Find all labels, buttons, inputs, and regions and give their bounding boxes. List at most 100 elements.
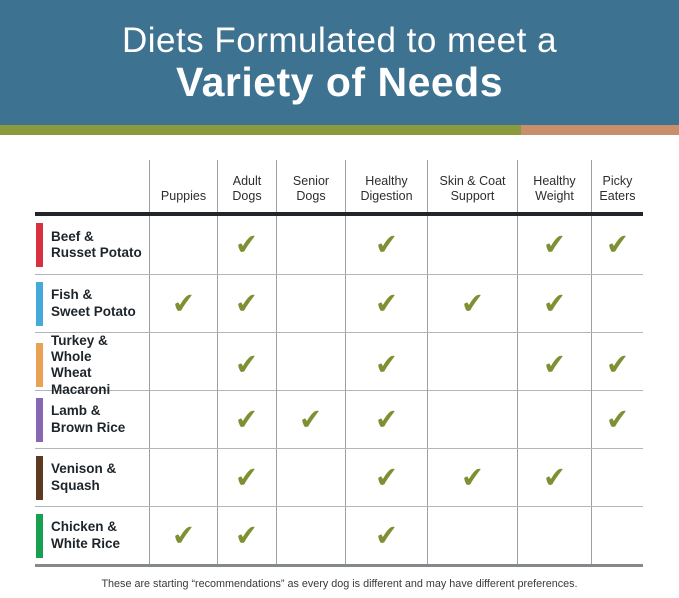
row-label: Turkey & Whole Wheat Macaroni (51, 333, 111, 397)
accent-stripe-olive (0, 125, 521, 135)
check-icon: ✔ (234, 286, 260, 320)
row-color-bar (36, 281, 43, 326)
check-icon: ✔ (234, 460, 260, 494)
check-icon: ✔ (373, 228, 400, 261)
table-cell-adult-dogs: ✔ (217, 333, 276, 398)
check-icon: ✔ (541, 286, 568, 320)
row-color-bar (36, 343, 43, 388)
table-cell-puppies: ✔ (149, 507, 217, 564)
row-label: Lamb & Brown Rice (51, 403, 126, 435)
row-color-bar (36, 513, 43, 558)
table-cell-healthy-weight: ✔ (517, 275, 591, 332)
row-label: Venison & Squash (51, 461, 117, 493)
table-cell-skin-coat-support (427, 216, 517, 274)
check-icon: ✔ (541, 348, 568, 382)
check-icon: ✔ (234, 518, 260, 552)
column-header-skin-coat-support: Skin & Coat Support (427, 160, 517, 212)
bottom-rule (35, 564, 643, 567)
footnote: These are starting “recommendations” as … (101, 578, 578, 590)
check-icon: ✔ (170, 518, 197, 552)
check-icon: ✔ (234, 228, 260, 261)
check-icon: ✔ (373, 460, 400, 494)
table-cell-senior-dogs (276, 507, 345, 564)
table-cell-healthy-weight: ✔ (517, 333, 591, 398)
table-cell-senior-dogs (276, 216, 345, 274)
check-icon: ✔ (541, 228, 568, 261)
table-cell-puppies (149, 391, 217, 448)
table-cell-adult-dogs: ✔ (217, 507, 276, 564)
check-icon: ✔ (541, 460, 568, 494)
row-label-cell: Turkey & Whole Wheat Macaroni (35, 333, 149, 398)
row-label-cell: Venison & Squash (35, 449, 149, 506)
table-cell-skin-coat-support (427, 391, 517, 448)
table-cell-healthy-weight (517, 391, 591, 448)
column-header-puppies: Puppies (149, 160, 217, 212)
table-row-venison-squash: Venison & Squash ✔ ✔ ✔ ✔ (35, 448, 643, 506)
title-banner: Diets Formulated to meet a Variety of Ne… (0, 0, 679, 125)
table-cell-senior-dogs (276, 275, 345, 332)
check-icon: ✔ (373, 518, 400, 552)
table-cell-skin-coat-support (427, 333, 517, 398)
check-icon: ✔ (604, 228, 631, 261)
table-cell-healthy-digestion: ✔ (345, 275, 427, 332)
table-cell-picky-eaters (591, 275, 643, 332)
row-label: Fish & Sweet Potato (51, 287, 136, 319)
table-cell-adult-dogs: ✔ (217, 275, 276, 332)
check-icon: ✔ (459, 460, 486, 494)
table-cell-skin-coat-support: ✔ (427, 275, 517, 332)
header-rule (35, 212, 643, 216)
table-cell-healthy-weight: ✔ (517, 449, 591, 506)
check-icon: ✔ (459, 286, 486, 320)
table-cell-picky-eaters: ✔ (591, 216, 643, 274)
table-cell-healthy-weight (517, 507, 591, 564)
table-cell-healthy-digestion: ✔ (345, 507, 427, 564)
row-label: Beef & Russet Potato (51, 228, 142, 260)
table-cell-adult-dogs: ✔ (217, 449, 276, 506)
table-cell-picky-eaters (591, 507, 643, 564)
table-cell-puppies: ✔ (149, 275, 217, 332)
check-icon: ✔ (234, 402, 260, 436)
table-cell-picky-eaters: ✔ (591, 333, 643, 398)
column-header-adult-dogs: Adult Dogs (217, 160, 276, 212)
table-header-row: Puppies Adult Dogs Senior Dogs Healthy Dige… (35, 160, 643, 212)
row-label-cell: Fish & Sweet Potato (35, 275, 149, 332)
table-cell-healthy-digestion: ✔ (345, 333, 427, 398)
table-cell-senior-dogs (276, 333, 345, 398)
table-cell-senior-dogs (276, 449, 345, 506)
check-icon: ✔ (170, 286, 197, 320)
table-cell-picky-eaters: ✔ (591, 391, 643, 448)
column-header-senior-dogs: Senior Dogs (276, 160, 345, 212)
table-row-beef-russet-potato: Beef & Russet Potato ✔ ✔ ✔ ✔ (35, 216, 643, 274)
check-icon: ✔ (604, 348, 631, 382)
table-row-fish-sweet-potato: Fish & Sweet Potato ✔ ✔ ✔ ✔ ✔ (35, 274, 643, 332)
table-cell-puppies (149, 449, 217, 506)
diet-needs-table: Puppies Adult Dogs Senior Dogs Healthy Dige… (35, 160, 643, 567)
table-cell-healthy-weight: ✔ (517, 216, 591, 274)
accent-stripe (0, 125, 679, 135)
table-cell-picky-eaters (591, 449, 643, 506)
row-color-bar (36, 455, 43, 500)
check-icon: ✔ (373, 286, 400, 320)
table-cell-adult-dogs: ✔ (217, 391, 276, 448)
check-icon: ✔ (298, 402, 324, 436)
table-cell-skin-coat-support: ✔ (427, 449, 517, 506)
row-label-cell: Beef & Russet Potato (35, 216, 149, 274)
row-label: Chicken & White Rice (51, 519, 121, 551)
table-row-chicken-white-rice: Chicken & White Rice ✔ ✔ ✔ (35, 506, 643, 564)
row-color-bar (36, 223, 43, 267)
corner-cell (35, 160, 149, 212)
table-cell-skin-coat-support (427, 507, 517, 564)
column-header-healthy-weight: Healthy Weight (517, 160, 591, 212)
table-cell-healthy-digestion: ✔ (345, 449, 427, 506)
check-icon: ✔ (373, 402, 400, 436)
table-cell-puppies (149, 216, 217, 274)
table-cell-healthy-digestion: ✔ (345, 216, 427, 274)
row-label-cell: Lamb & Brown Rice (35, 391, 149, 448)
title-line-1: Diets Formulated to meet a (121, 20, 558, 60)
table-cell-adult-dogs: ✔ (217, 216, 276, 274)
table-row-turkey-whole-wheat-macaroni: Turkey & Whole Wheat Macaroni ✔ ✔ ✔ ✔ (35, 332, 643, 398)
column-header-healthy-digestion: Healthy Digestion (345, 160, 427, 212)
table-cell-puppies (149, 333, 217, 398)
title-line-2: Variety of Needs (175, 59, 504, 106)
